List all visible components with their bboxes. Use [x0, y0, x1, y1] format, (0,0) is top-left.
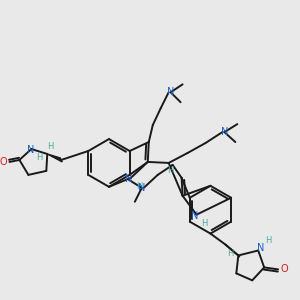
Text: N: N	[27, 145, 34, 155]
Text: H: H	[227, 249, 233, 258]
Text: N: N	[221, 127, 228, 137]
Text: H: H	[136, 182, 142, 191]
Text: H: H	[36, 154, 43, 163]
Text: O: O	[0, 157, 7, 167]
Polygon shape	[47, 154, 62, 162]
Text: H: H	[201, 219, 208, 228]
Text: H: H	[47, 142, 53, 151]
Text: N: N	[138, 183, 146, 193]
Text: N: N	[256, 244, 264, 254]
Text: N: N	[125, 174, 133, 184]
Text: O: O	[280, 264, 288, 274]
Text: H: H	[167, 167, 174, 176]
Text: H: H	[265, 236, 271, 245]
Polygon shape	[225, 244, 240, 257]
Text: N: N	[167, 87, 174, 97]
Text: N: N	[191, 211, 198, 221]
